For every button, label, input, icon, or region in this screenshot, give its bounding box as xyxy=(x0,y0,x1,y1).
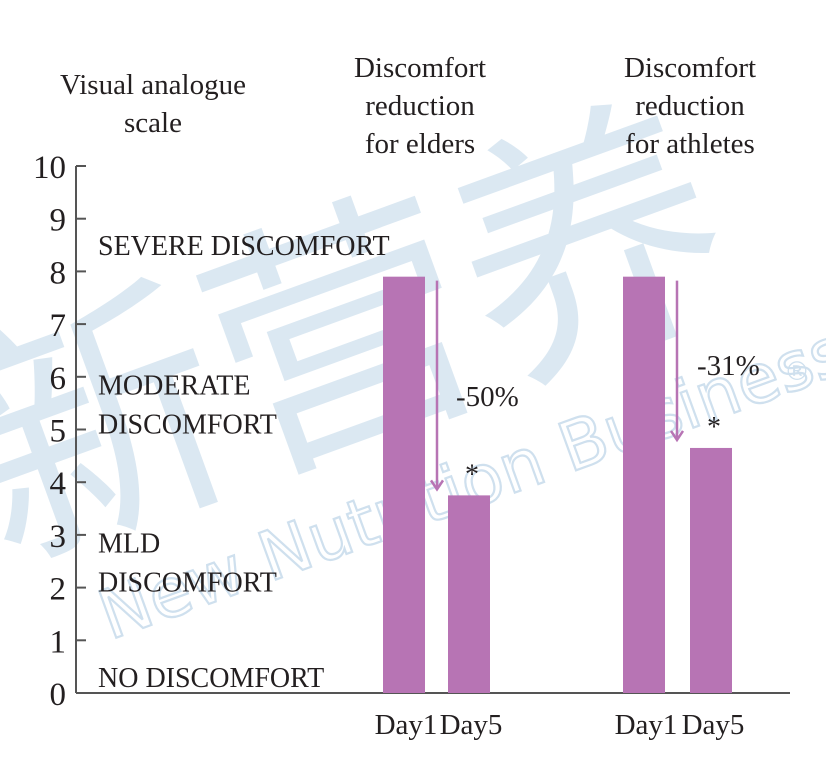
y-tick-label: 2 xyxy=(50,572,67,608)
annotations: Discomfort reduction for elders -50% * Discom… xyxy=(354,52,760,492)
reduction-arrow-head xyxy=(429,479,445,492)
bar xyxy=(690,447,732,693)
significance-marker: * xyxy=(707,412,721,443)
severity-label: DISCOMFORT xyxy=(98,568,277,599)
severity-label: DISCOMFORT xyxy=(98,409,277,440)
severity-label: SEVERE DISCOMFORT xyxy=(98,231,390,262)
x-tick-label: Day5 xyxy=(440,709,503,741)
significance-marker: * xyxy=(465,459,479,490)
group-title-line: Discomfort xyxy=(624,52,756,84)
watermark-registered-mark: ® xyxy=(784,357,810,387)
severity-label: MODERATE xyxy=(98,370,250,401)
y-tick-label: 8 xyxy=(50,255,67,291)
reduction-arrow-head xyxy=(669,430,685,443)
group-title-line: reduction xyxy=(635,90,745,122)
bar xyxy=(623,276,665,693)
y-tick-label: 10 xyxy=(33,150,66,186)
y-axis-title: Visual analogue scale xyxy=(60,69,246,139)
x-tick-label: Day1 xyxy=(375,709,438,741)
severity-label: MLD xyxy=(98,529,160,560)
severity-label: NO DISCOMFORT xyxy=(98,663,324,694)
x-tick-label: Day1 xyxy=(615,709,678,741)
group-title-line: for elders xyxy=(365,128,475,160)
y-tick-label: 1 xyxy=(50,624,67,660)
change-percent-label: -31% xyxy=(697,350,760,382)
y-tick-label: 6 xyxy=(50,361,67,397)
y-axis-title-line: scale xyxy=(124,107,182,139)
x-tick-label: Day5 xyxy=(682,709,745,741)
bars: Day1 Day5 Day1 Day5 xyxy=(375,276,745,741)
axes: 0 1 2 3 4 5 6 7 8 9 10 xyxy=(33,150,790,713)
group-title-line: reduction xyxy=(365,90,475,122)
severity-labels: SEVERE DISCOMFORT MODERATE DISCOMFORT MLD DI… xyxy=(98,231,390,694)
y-tick-label: 0 xyxy=(50,677,67,713)
y-tick-label: 4 xyxy=(50,466,67,502)
bar xyxy=(383,276,425,693)
y-tick-label: 7 xyxy=(50,308,67,344)
y-tick-label: 9 xyxy=(50,203,67,239)
y-tick-label: 5 xyxy=(50,414,67,450)
change-percent-label: -50% xyxy=(456,381,519,413)
bar xyxy=(448,495,490,693)
y-tick-label: 3 xyxy=(50,519,67,555)
group-title-line: for athletes xyxy=(625,128,755,160)
group-title-line: Discomfort xyxy=(354,52,486,84)
y-axis-title-line: Visual analogue xyxy=(60,69,246,101)
